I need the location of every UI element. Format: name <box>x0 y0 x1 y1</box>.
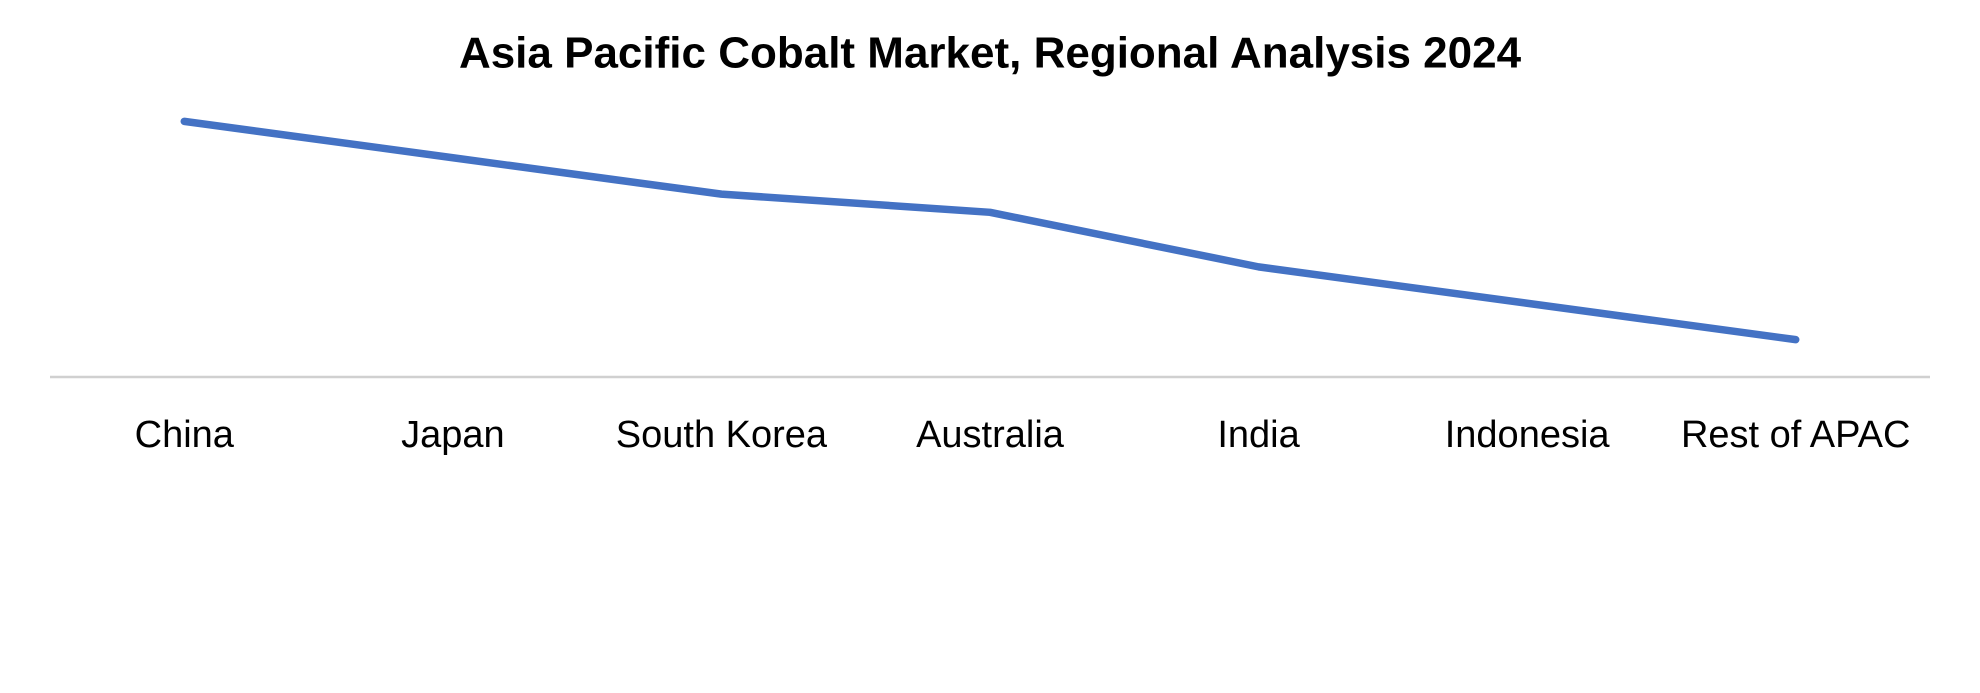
chart-title: Asia Pacific Cobalt Market, Regional Ana… <box>459 29 1522 78</box>
x-tick-label: India <box>1217 414 1300 456</box>
x-tick-label: Indonesia <box>1445 414 1611 456</box>
x-tick-label: Australia <box>916 414 1065 456</box>
x-tick-label: Japan <box>401 414 505 456</box>
x-tick-label: South Korea <box>616 414 828 456</box>
series-line <box>180 117 1800 344</box>
x-tick-label: China <box>135 414 235 456</box>
x-tick-label: Rest of APAC <box>1681 414 1911 456</box>
